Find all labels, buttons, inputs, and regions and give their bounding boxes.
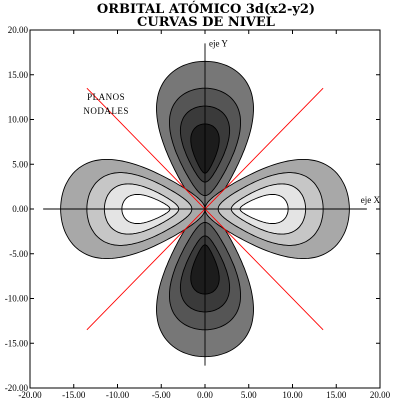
- center-axes: [43, 43, 367, 366]
- annotation-line-2: NODALES: [83, 106, 129, 116]
- x-tick-label: -15.00: [62, 390, 86, 400]
- y-tick-label: 20.00: [8, 25, 29, 35]
- tick-marks: [29, 29, 381, 389]
- y-tick-label: -5.00: [9, 249, 28, 259]
- x-tick-label: -20.00: [18, 390, 42, 400]
- y-axis-label: eje Y: [209, 38, 228, 48]
- annotation-line-1: PLANOS: [87, 92, 125, 102]
- x-tick-label: 20.00: [370, 390, 391, 400]
- y-tick-label: 10.00: [8, 115, 29, 125]
- y-tick-label: 15.00: [8, 70, 29, 80]
- chart-subtitle: CURVAS DE NIVEL: [137, 15, 275, 30]
- y-tick-label: -20.00: [5, 383, 29, 393]
- y-tick-label: -10.00: [5, 294, 29, 304]
- x-tick-label: 0.00: [197, 390, 213, 400]
- x-tick-label: -5.00: [152, 390, 171, 400]
- y-tick-label: 0.00: [12, 204, 28, 214]
- chart-title: ORBITAL ATÓMICO 3d(x2-y2): [97, 0, 315, 17]
- x-axis-label: eje X: [361, 195, 381, 205]
- x-tick-label: 5.00: [241, 390, 257, 400]
- x-tick-label: 15.00: [326, 390, 347, 400]
- x-tick-label: -10.00: [106, 390, 130, 400]
- y-tick-label: -15.00: [5, 338, 29, 348]
- y-tick-label: 5.00: [12, 159, 28, 169]
- x-tick-label: 10.00: [282, 390, 303, 400]
